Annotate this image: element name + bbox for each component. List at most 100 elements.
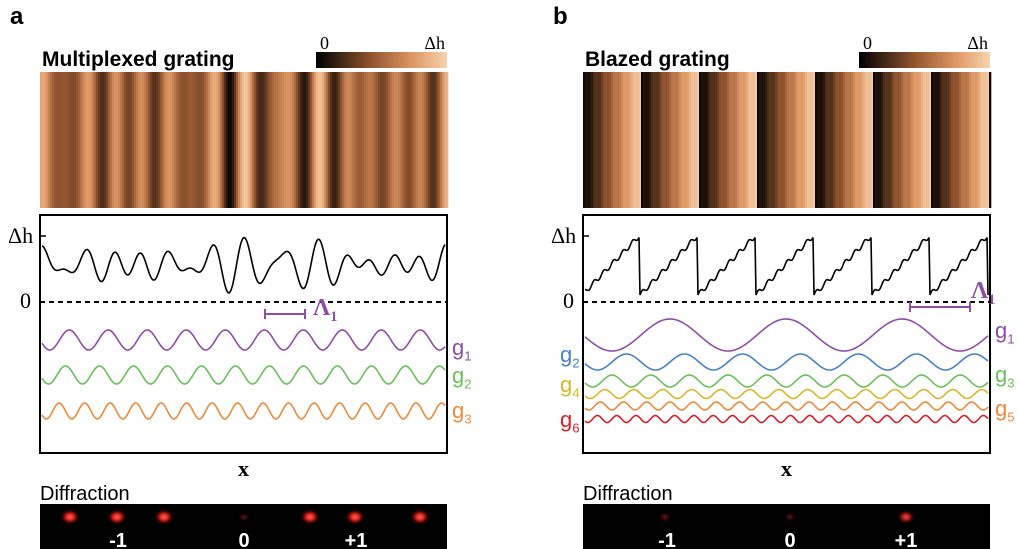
- grating-stripe: [280, 72, 282, 208]
- component-label: g5: [995, 396, 1015, 425]
- grating-stripe: [116, 72, 118, 208]
- grating-stripe: [703, 72, 705, 208]
- grating-stripe: [200, 72, 202, 208]
- grating-stripe: [975, 72, 977, 208]
- grating-stripe: [939, 72, 941, 208]
- grating-stripe: [266, 72, 268, 208]
- component-wave: [42, 330, 445, 350]
- grating-stripe: [224, 72, 226, 208]
- grating-stripe: [595, 72, 597, 208]
- grating-stripe: [773, 72, 775, 208]
- grating-stripe: [611, 72, 613, 208]
- component-label-sub: 3: [1007, 376, 1014, 391]
- grating-stripe: [282, 72, 284, 208]
- grating-stripe: [176, 72, 178, 208]
- grating-stripe: [98, 72, 100, 208]
- grating-stripe: [875, 72, 877, 208]
- grating-stripe: [394, 72, 396, 208]
- grating-stripe: [725, 72, 727, 208]
- grating-stripe: [775, 72, 777, 208]
- grating-stripe: [851, 72, 853, 208]
- grating-stripe: [857, 72, 859, 208]
- grating-stripe: [330, 72, 332, 208]
- component-wave: [585, 319, 988, 351]
- grating-stripe: [787, 72, 789, 208]
- grating-stripe: [332, 72, 334, 208]
- grating-stripe: [424, 72, 426, 208]
- diffraction-spot: [238, 512, 251, 522]
- grating-stripe: [42, 72, 44, 208]
- grating-stripe: [334, 72, 336, 208]
- grating-stripe: [965, 72, 967, 208]
- grating-stripe: [392, 72, 394, 208]
- grating-stripe: [663, 72, 665, 208]
- grating-stripe: [284, 72, 286, 208]
- grating-stripe: [933, 72, 935, 208]
- grating-stripe: [617, 72, 619, 208]
- grating-stripe: [641, 72, 643, 208]
- grating-stripe: [322, 72, 324, 208]
- grating-stripe: [258, 72, 260, 208]
- grating-stripe: [605, 72, 607, 208]
- grating-stripe: [308, 72, 310, 208]
- grating-stripe: [719, 72, 721, 208]
- grating-stripe: [819, 72, 821, 208]
- grating-stripe: [208, 72, 210, 208]
- grating-stripe: [839, 72, 841, 208]
- grating-stripe: [679, 72, 681, 208]
- grating-stripe: [50, 72, 52, 208]
- grating-stripe: [264, 72, 266, 208]
- grating-stripe: [837, 72, 839, 208]
- grating-stripe: [150, 72, 152, 208]
- grating-stripe: [979, 72, 981, 208]
- panel-title: Blazed grating: [585, 48, 730, 71]
- grating-stripe: [929, 72, 931, 208]
- grating-stripe: [44, 72, 46, 208]
- grating-stripe: [290, 72, 292, 208]
- grating-stripe: [312, 72, 314, 208]
- grating-stripe: [913, 72, 915, 208]
- diffraction-spot: [784, 512, 797, 522]
- grating-stripe: [362, 72, 364, 208]
- axis-zero-label: 0: [20, 288, 31, 313]
- diffraction-spot: [107, 509, 127, 525]
- grating-stripe: [444, 72, 446, 208]
- period-marker: [265, 309, 305, 319]
- grating-stripe: [314, 72, 316, 208]
- x-axis-label: x: [238, 456, 249, 481]
- grating-stripe: [781, 72, 783, 208]
- grating-stripe: [338, 72, 340, 208]
- grating-stripe: [585, 72, 587, 208]
- grating-stripe: [380, 72, 382, 208]
- grating-stripe: [206, 72, 208, 208]
- grating-stripe: [56, 72, 58, 208]
- grating-stripe: [977, 72, 979, 208]
- grating-stripe: [192, 72, 194, 208]
- grating-stripe: [344, 72, 346, 208]
- grating-stripe: [871, 72, 873, 208]
- grating-stripe: [881, 72, 883, 208]
- grating-stripe: [226, 72, 228, 208]
- grating-stripe: [428, 72, 430, 208]
- grating-stripe: [54, 72, 56, 208]
- grating-stripe: [382, 72, 384, 208]
- grating-stripe: [793, 72, 795, 208]
- grating-stripe: [671, 72, 673, 208]
- grating-stripe: [935, 72, 937, 208]
- grating-stripe: [242, 72, 244, 208]
- axis-top-label: Δh: [551, 223, 576, 248]
- grating-stripe: [609, 72, 611, 208]
- grating-stripe: [613, 72, 615, 208]
- grating-stripe: [162, 72, 164, 208]
- diffraction-order: 0: [238, 530, 249, 549]
- grating-stripe: [94, 72, 96, 208]
- grating-stripe: [661, 72, 663, 208]
- period-label-symbol: Λ: [971, 278, 989, 304]
- grating-stripe: [346, 72, 348, 208]
- component-label: g1: [452, 335, 472, 364]
- grating-stripe: [919, 72, 921, 208]
- component-wave: [585, 354, 988, 370]
- grating-stripe: [184, 72, 186, 208]
- diffraction-spot: [60, 509, 80, 525]
- component-label: g2: [452, 363, 472, 392]
